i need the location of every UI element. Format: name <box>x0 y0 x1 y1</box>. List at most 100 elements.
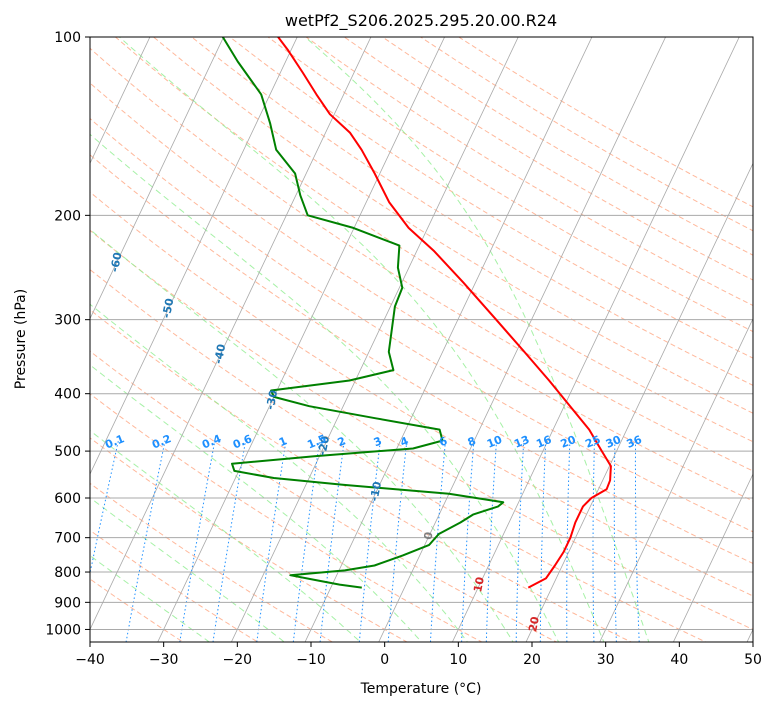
dry-adiabat <box>343 37 753 281</box>
plot-frame <box>89 36 754 643</box>
x-tick-label: −10 <box>296 652 326 668</box>
isotherm-label: -80 <box>5 157 22 179</box>
x-tick-label: −40 <box>75 652 105 668</box>
mixing-ratio-line <box>485 440 497 642</box>
mixing-ratio-line <box>461 440 475 642</box>
mixing-ratio-line <box>566 440 571 642</box>
isotherm-label: 10 <box>471 575 487 593</box>
moist-adiabat <box>90 228 514 642</box>
x-tick-label: 30 <box>597 652 615 668</box>
y-tick-label: 700 <box>54 531 81 547</box>
mixing-ratio-label: 3 <box>372 434 384 449</box>
y-tick-label: 300 <box>54 313 81 329</box>
dry-adiabat <box>228 37 753 359</box>
inline-labels: -100-90-80-70-60-50-40-30-20-10010203040… <box>5 157 655 706</box>
mixing-ratio-line <box>292 440 321 642</box>
dry-adiabat <box>90 350 558 642</box>
y-tick-label: 500 <box>54 444 81 460</box>
dry-adiabat <box>90 393 483 642</box>
sounding-traces <box>221 37 612 589</box>
x-tick-label: 20 <box>523 652 541 668</box>
mixing-ratio-label: 1 <box>277 434 289 449</box>
y-tick-label: 900 <box>54 595 81 611</box>
isotherm-label: -50 <box>160 297 177 319</box>
mixing-ratio-label: 4 <box>398 434 410 449</box>
isotherm-label: -10 <box>368 480 385 502</box>
mixing-ratio-line <box>319 440 345 642</box>
isotherm <box>672 473 753 642</box>
moist-adiabat <box>90 429 362 642</box>
mixing-ratio-label: 30 <box>604 433 623 451</box>
mixing-ratio-label: 0.2 <box>150 432 173 451</box>
moist-adiabat <box>90 497 286 642</box>
y-tick-label: 400 <box>54 387 81 403</box>
x-tick-label: 50 <box>744 652 762 668</box>
x-tick-label: 0 <box>380 652 389 668</box>
isotherm-label: -30 <box>264 389 281 411</box>
moist-adiabat <box>90 303 469 642</box>
isobar-grid <box>90 37 753 630</box>
isotherm <box>90 37 225 320</box>
dry-adiabat <box>90 482 334 642</box>
mixing-ratio-line <box>387 440 408 642</box>
mixing-ratio-label: 20 <box>559 433 578 451</box>
mixing-ratio-label: 0.6 <box>231 432 254 451</box>
y-axis: 100 200 300 400 500 600 700 800 900 1000 <box>45 30 90 638</box>
mixing-ratio-label: 2 <box>336 434 348 449</box>
x-tick-label: 10 <box>449 652 467 668</box>
isotherm-label: -40 <box>212 343 229 365</box>
mixing-ratio-line <box>539 440 547 642</box>
isotherm-label: -60 <box>108 251 125 273</box>
isotherm <box>90 37 151 165</box>
isotherm <box>304 37 593 642</box>
x-axis: −40 −30 −20 −10 0 10 20 30 40 50 <box>75 642 762 668</box>
x-tick-label: −20 <box>223 652 253 668</box>
isotherm <box>230 37 519 642</box>
moist-adiabat <box>119 37 605 642</box>
mixing-ratio-label: 0.1 <box>103 432 126 451</box>
dry-adiabat <box>90 154 753 565</box>
mixing-ratio-label: 25 <box>583 433 602 451</box>
mixing-ratio-label: 16 <box>534 433 553 451</box>
mixing-ratio-label: 13 <box>512 433 531 451</box>
y-tick-label: 200 <box>54 208 81 224</box>
dry-adiabat <box>457 37 753 208</box>
mixing-ratio-line <box>634 440 640 642</box>
mixing-ratio-line <box>256 440 287 642</box>
dry-adiabat <box>152 37 753 414</box>
chart-title: wetPf2_S206.2025.295.20.00.R24 <box>285 11 557 31</box>
moist-adiabat <box>90 133 560 642</box>
isotherm-label: 0 <box>422 530 436 540</box>
dry-adiabat <box>90 191 753 597</box>
isotherm-label: 40 <box>639 688 655 706</box>
isotherm <box>525 162 753 642</box>
mixing-ratio-line <box>125 440 166 642</box>
dry-adiabat <box>190 37 753 386</box>
mixing-ratio-label: 8 <box>466 434 478 449</box>
dry-adiabat <box>90 47 753 472</box>
isotherm <box>157 37 446 642</box>
mixing-ratio-line <box>592 440 595 642</box>
x-tick-label: −30 <box>149 652 179 668</box>
mixing-ratio-label: 0.4 <box>200 432 223 451</box>
mixing-ratio-line <box>358 440 381 642</box>
moist-adiabat <box>90 554 211 642</box>
y-tick-label: 600 <box>54 491 81 507</box>
dry-adiabat <box>90 268 707 642</box>
isotherm <box>90 37 372 631</box>
y-axis-label: Pressure (hPa) <box>13 289 29 389</box>
dry-adiabat <box>90 82 753 502</box>
dry-adiabat <box>114 37 753 443</box>
mixing-ratio-label: 10 <box>485 433 504 451</box>
mixing-ratio-line <box>212 440 247 642</box>
dry-adiabat <box>305 37 753 307</box>
dry-adiabat <box>90 309 633 642</box>
x-axis-label: Temperature (°C) <box>360 681 482 697</box>
background-lines <box>90 37 753 642</box>
mixing-ratio-label: 36 <box>625 433 644 451</box>
isotherm <box>599 317 753 642</box>
y-tick-label: 1000 <box>45 622 81 638</box>
dry-adiabat <box>90 529 259 642</box>
isotherm-label: -20 <box>316 434 333 456</box>
